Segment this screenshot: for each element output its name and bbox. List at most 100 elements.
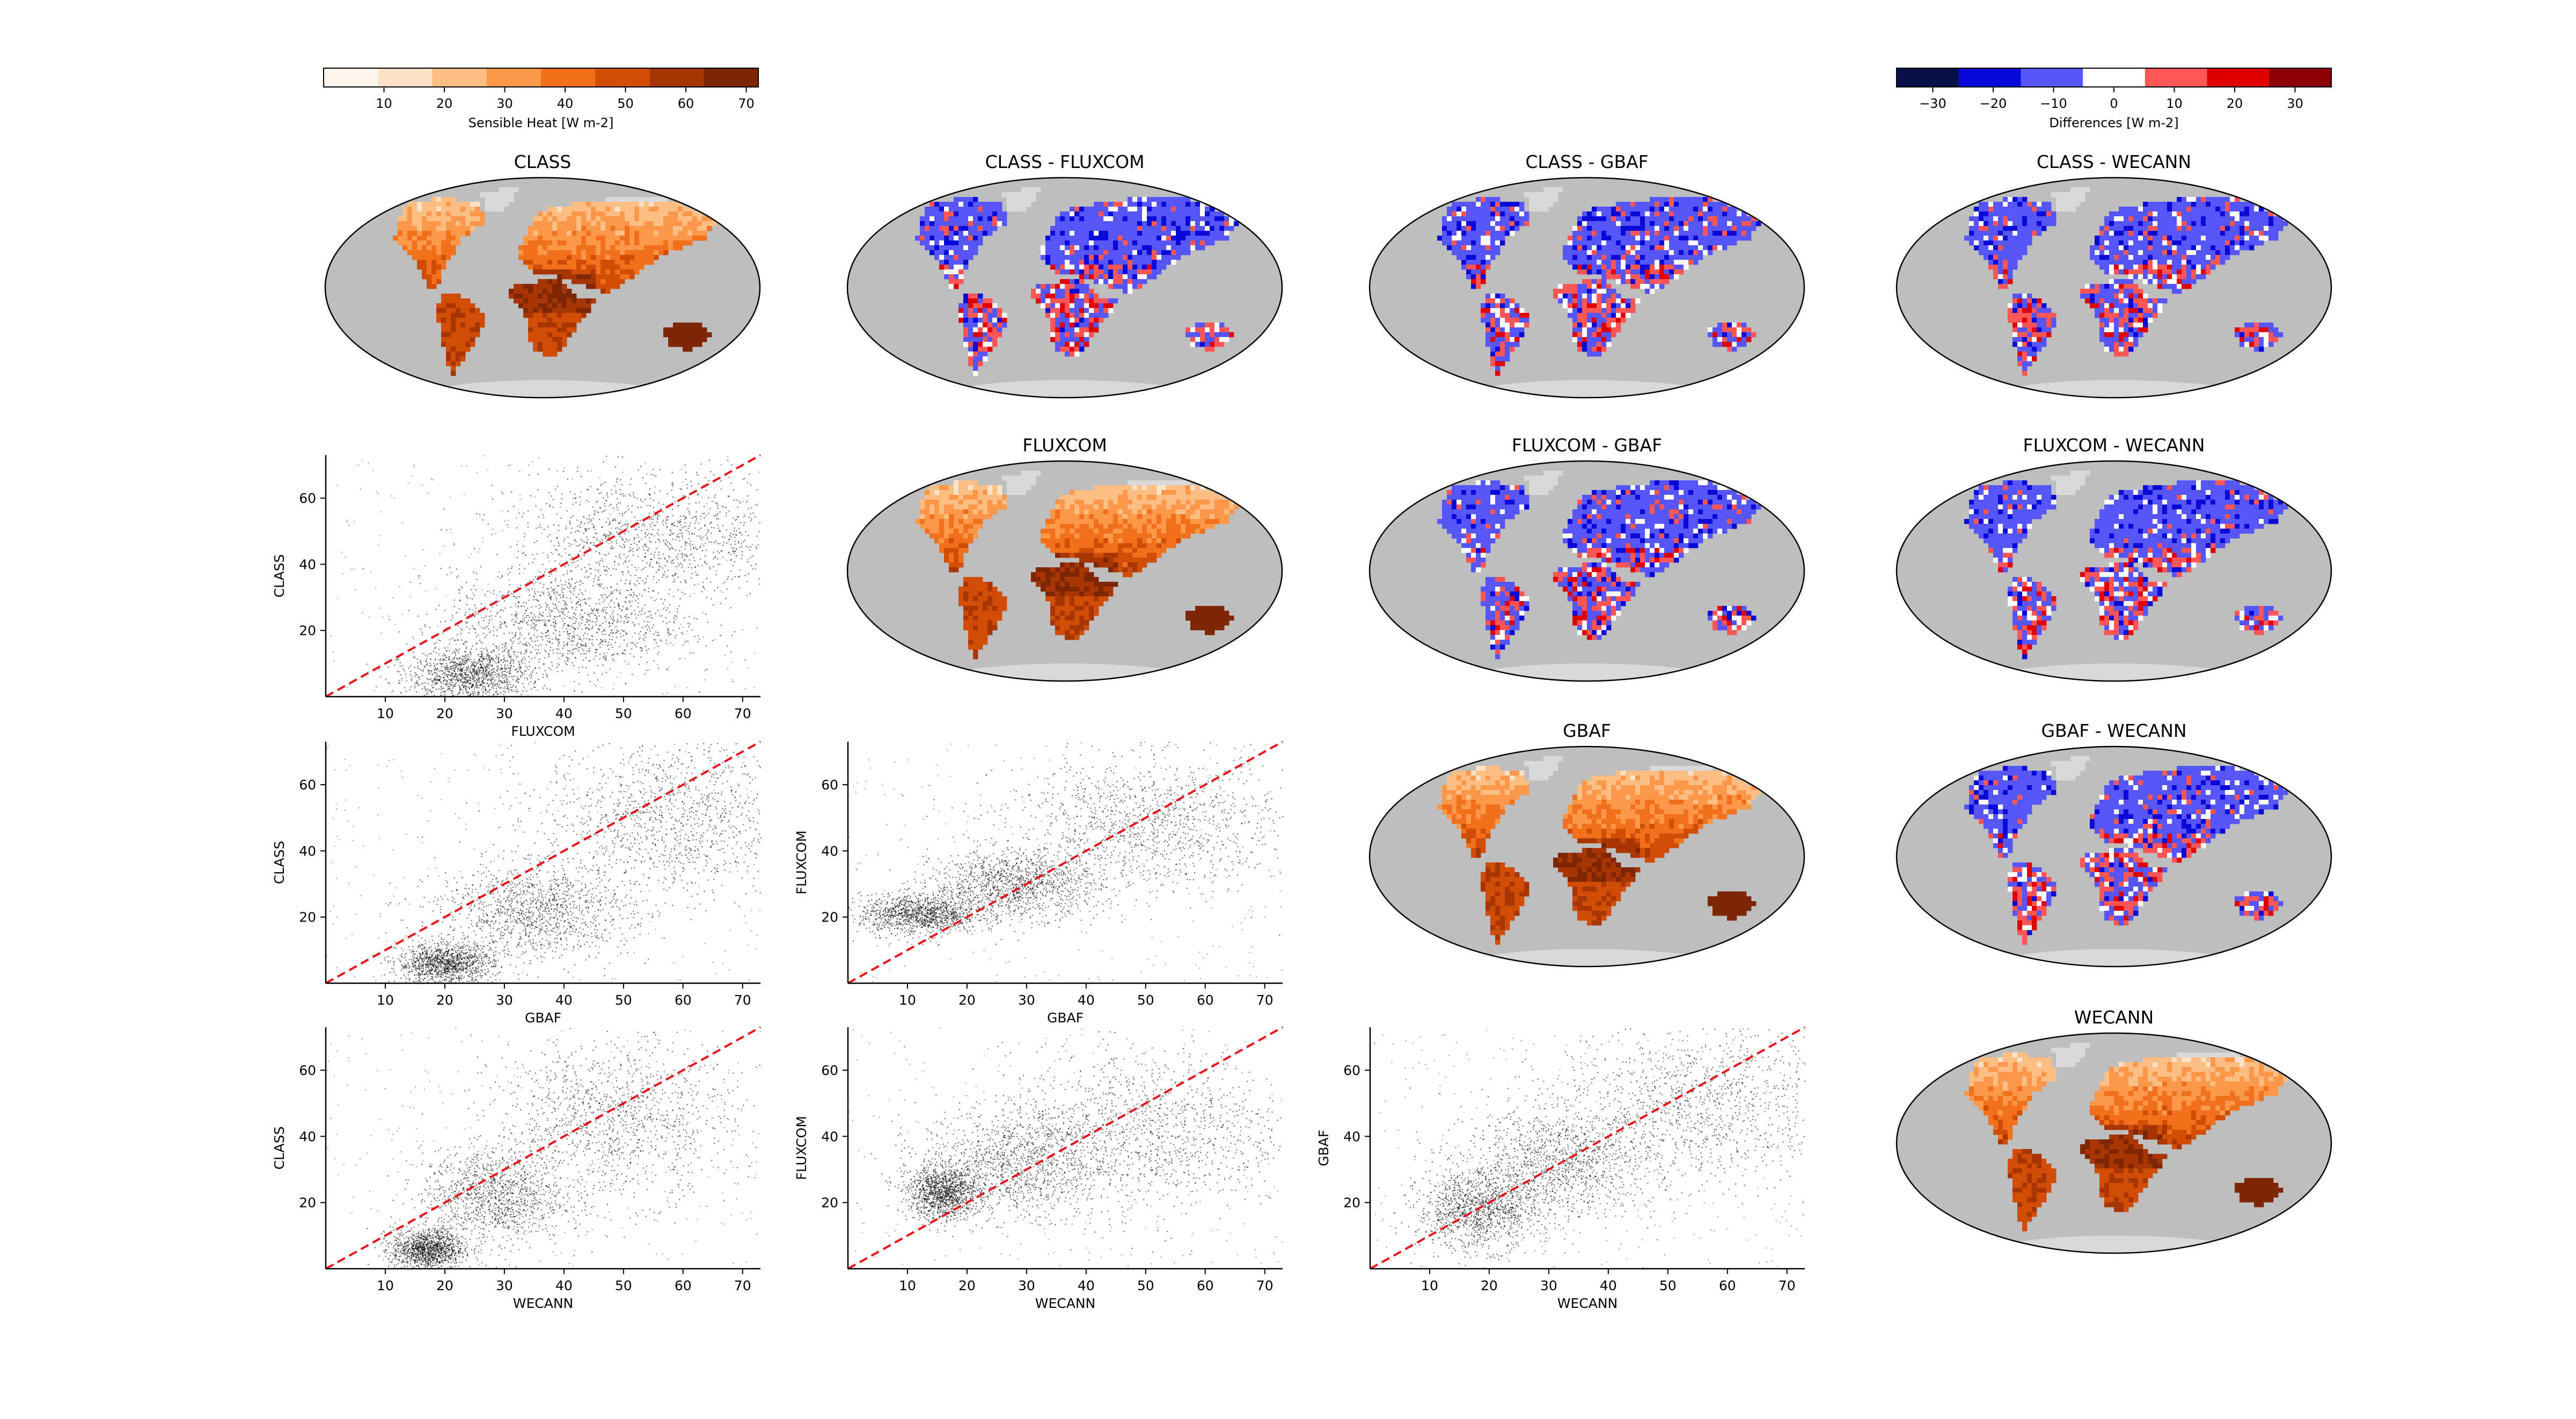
map-cell	[460, 332, 465, 337]
map-cell	[572, 294, 576, 298]
map-cell	[499, 197, 504, 202]
map-cell	[692, 216, 697, 221]
map-cell	[1229, 221, 1234, 226]
map-cell	[446, 255, 451, 260]
map-cell	[460, 207, 465, 211]
map-cell	[1147, 221, 1152, 226]
map-cell	[1089, 255, 1094, 260]
map-cell	[615, 269, 620, 274]
map-cell	[514, 294, 518, 298]
map-cell	[572, 303, 576, 308]
map-cell	[625, 226, 630, 231]
map-cell	[1060, 211, 1065, 216]
map-cell	[480, 192, 485, 197]
map-cell	[518, 245, 523, 250]
map-cell	[538, 260, 543, 265]
map-cell	[543, 240, 547, 245]
map-cell	[1065, 216, 1070, 221]
map-cell	[978, 202, 983, 207]
map-cell	[1118, 265, 1123, 269]
map-cell	[470, 313, 475, 318]
map-cell	[1176, 245, 1181, 250]
map-cell	[1065, 236, 1070, 240]
map-cell	[1147, 197, 1152, 202]
map-cell	[1050, 245, 1055, 250]
map-cell	[1128, 245, 1132, 250]
map-cell	[543, 313, 547, 318]
map-cell	[1128, 255, 1132, 260]
map-cell	[572, 245, 576, 250]
map-cell	[1147, 260, 1152, 265]
map-cell	[1181, 197, 1185, 202]
map-cell	[1113, 236, 1118, 240]
map-cell	[543, 221, 547, 226]
map-cell	[615, 265, 620, 269]
map-cell	[620, 216, 625, 221]
map-cell	[620, 240, 625, 245]
map-cell	[422, 240, 427, 245]
map-cell	[402, 211, 407, 216]
map-cell	[1016, 202, 1021, 207]
map-cell	[451, 356, 456, 361]
map-cell	[572, 255, 576, 260]
map-cell	[441, 216, 446, 221]
map-cell	[538, 332, 543, 337]
map-cell	[581, 240, 586, 245]
map-cell	[422, 236, 427, 240]
map-cell	[543, 216, 547, 221]
map-cell	[427, 260, 431, 265]
map-cell	[610, 226, 615, 231]
map-cell	[678, 240, 683, 245]
map-cell	[446, 337, 451, 342]
map-cell	[489, 202, 494, 207]
map-cell	[1128, 207, 1132, 211]
map-cell	[1128, 226, 1132, 231]
map-cell	[658, 245, 663, 250]
map-cell	[1171, 197, 1176, 202]
map-cell	[446, 303, 451, 308]
map-cell	[1128, 269, 1132, 274]
map-cell	[431, 236, 436, 240]
map-cell	[673, 332, 678, 337]
map-cell	[663, 245, 668, 250]
map-cell	[436, 207, 441, 211]
map-cell	[412, 231, 417, 236]
map-class-fluxcom: CLASS - FLUXCOM	[847, 151, 1282, 403]
colorbar-tick-label: 70	[738, 96, 755, 111]
map-cell	[538, 342, 543, 347]
map-cell	[1147, 250, 1152, 255]
map-cell	[1200, 207, 1205, 211]
map-cell	[1084, 240, 1089, 245]
map-cell	[983, 226, 987, 231]
map-cell	[581, 269, 586, 274]
map-cell	[581, 274, 586, 279]
map-cell	[683, 226, 687, 231]
map-class: CLASS	[325, 151, 760, 403]
map-cell	[697, 323, 702, 327]
map-cell	[1137, 221, 1142, 226]
map-cell	[528, 284, 533, 289]
map-cell	[485, 197, 489, 202]
map-cell	[431, 279, 436, 284]
map-cell	[528, 318, 533, 323]
map-cell	[552, 260, 557, 265]
map-cell	[417, 245, 422, 250]
map-cell	[1157, 211, 1161, 216]
map-cell	[1074, 231, 1079, 236]
map-cell	[557, 347, 562, 352]
map-cell	[1045, 250, 1050, 255]
map-cell	[533, 308, 538, 313]
map-cell	[557, 221, 562, 226]
map-cell	[402, 221, 407, 226]
map-cell	[634, 250, 639, 255]
map-cell	[1161, 240, 1166, 245]
map-cell	[451, 371, 456, 376]
map-cell	[528, 289, 533, 294]
map-cell	[581, 245, 586, 250]
map-cell	[958, 255, 963, 260]
map-cell	[567, 332, 572, 337]
map-cell	[620, 245, 625, 250]
map-cell	[1142, 240, 1147, 245]
map-cell	[958, 202, 963, 207]
map-cell	[412, 211, 417, 216]
